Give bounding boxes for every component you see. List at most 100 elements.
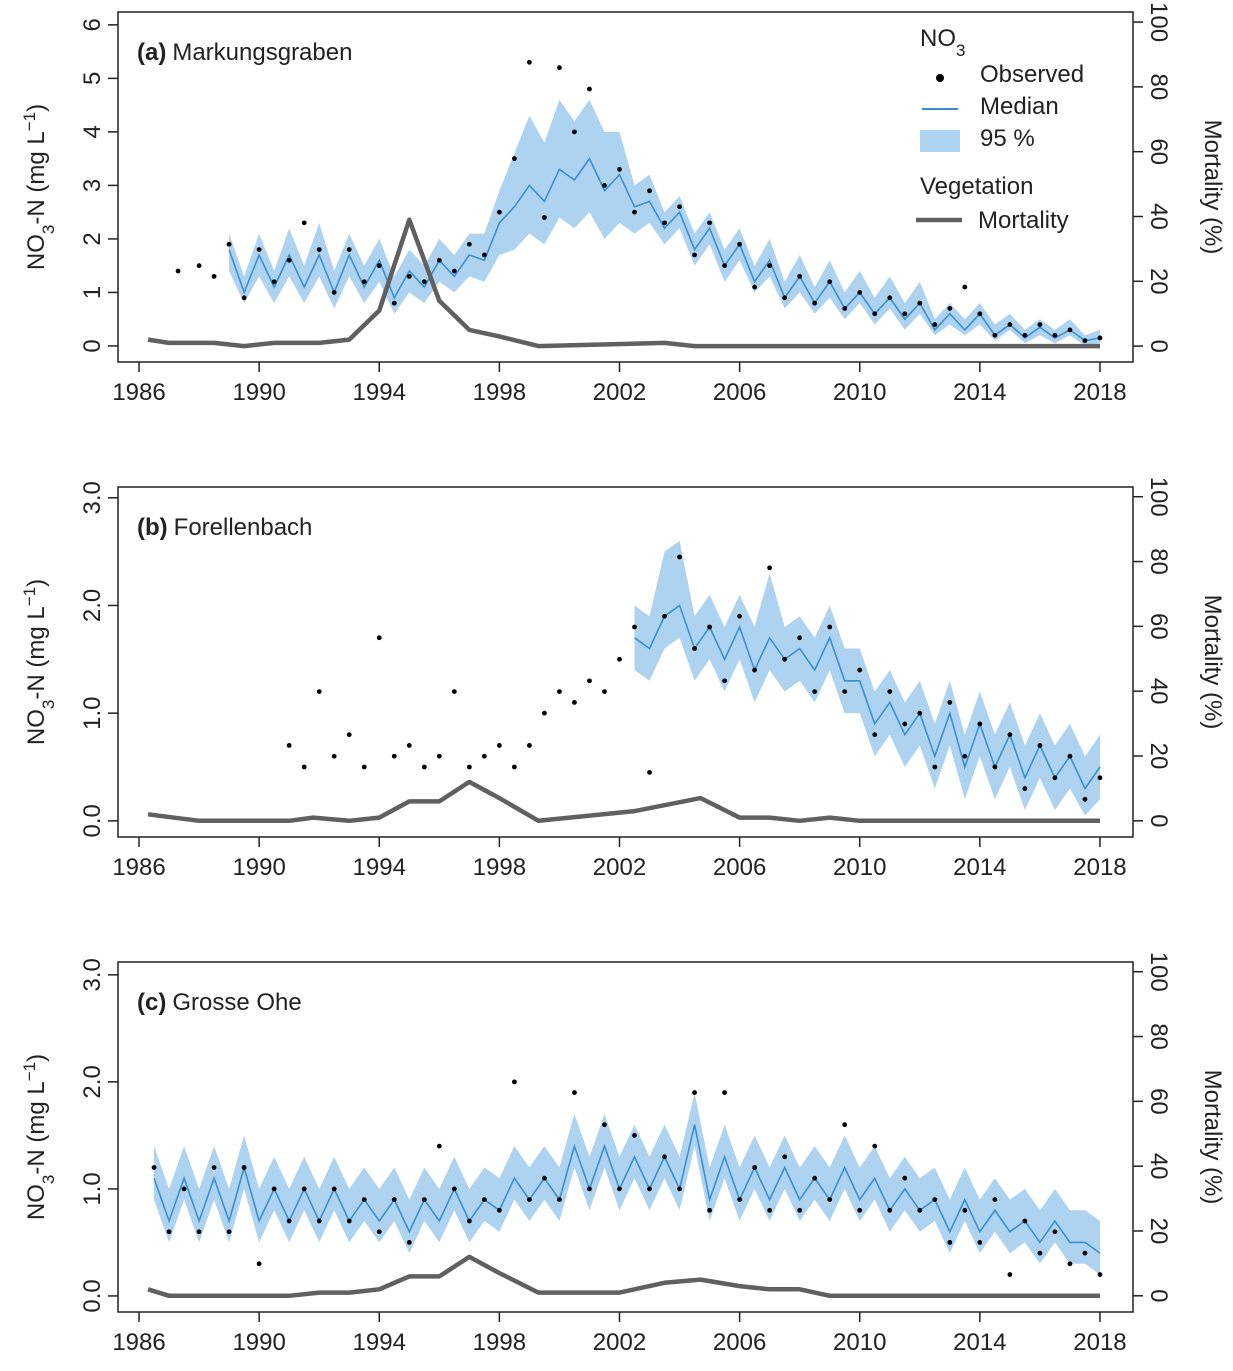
observed-point	[466, 241, 472, 247]
observed-point	[917, 300, 923, 306]
median-line	[634, 604, 1101, 791]
observed-point	[542, 1175, 547, 1181]
observed-point	[887, 1207, 893, 1213]
uncertainty-band	[154, 1092, 1100, 1275]
observed-point	[271, 1186, 277, 1192]
observed-point	[887, 689, 893, 695]
observed-point	[602, 1122, 607, 1128]
x-tick-label: 1990	[232, 379, 285, 406]
legend-observed-swatch	[936, 74, 944, 82]
x-tick-label: 2014	[953, 1329, 1006, 1356]
observed-point	[992, 764, 998, 770]
y2-tick-label: 40	[1145, 1153, 1172, 1180]
observed-point	[391, 753, 397, 759]
observed-point	[602, 182, 607, 188]
x-tick-label: 2018	[1073, 854, 1126, 881]
observed-point	[707, 624, 712, 630]
label-part: 3	[39, 1175, 58, 1184]
observed-point	[1007, 322, 1013, 327]
observed-point	[511, 764, 517, 770]
observed-point	[752, 1165, 758, 1170]
x-tick-label: 1998	[473, 379, 526, 406]
observed-point	[316, 1218, 322, 1224]
observed-point	[707, 220, 712, 226]
legend-title: NO3	[920, 25, 965, 60]
legend-band-swatch	[920, 130, 960, 152]
x-tick-label: 1998	[473, 854, 526, 881]
x-tick-label: 1994	[353, 1329, 406, 1356]
observed-point	[346, 1218, 352, 1224]
observed-point	[662, 220, 667, 226]
y-tick-label: 2	[79, 232, 106, 245]
observed-point	[662, 613, 667, 619]
observed-point	[421, 1197, 427, 1203]
observed-point	[211, 273, 217, 279]
x-tick-label: 2002	[593, 1329, 646, 1356]
observed-point	[572, 699, 577, 705]
observed-point	[481, 753, 487, 759]
y2-tick-label: 60	[1145, 1088, 1172, 1115]
observed-point	[797, 273, 803, 279]
observed-point	[361, 764, 367, 770]
x-tick-label: 2010	[833, 854, 886, 881]
observed-point	[1052, 775, 1058, 781]
y2-tick-label: 80	[1145, 1023, 1172, 1050]
y2-tick-label: 20	[1145, 1218, 1172, 1245]
y2-tick-label: 80	[1145, 74, 1172, 101]
observed-point	[737, 613, 743, 619]
panel-tag: (a)	[137, 39, 166, 66]
observed-point	[902, 311, 908, 317]
observed-point	[316, 689, 322, 695]
y2-tick-label: 20	[1145, 268, 1172, 295]
y2-tick-label: 40	[1145, 678, 1172, 705]
observed-point	[226, 241, 232, 247]
observed-point	[782, 295, 788, 301]
panel-name: Grosse Ohe	[172, 989, 301, 1016]
observed-point	[391, 300, 397, 306]
observed-point	[962, 284, 968, 290]
y2-tick-label: 100	[1145, 952, 1172, 992]
x-tick-label: 2014	[953, 379, 1006, 406]
y2-tick-label: 60	[1145, 613, 1172, 640]
observed-point	[1022, 786, 1028, 791]
y-axis-label: NO3-N (mg L−1)	[20, 1054, 58, 1220]
observed-point	[827, 624, 833, 630]
observed-point	[481, 1197, 487, 1203]
label-part: −1	[20, 112, 39, 131]
panel-name: Forellenbach	[174, 514, 313, 541]
observed-point	[632, 1132, 637, 1138]
observed-point	[962, 753, 968, 759]
observed-point	[346, 732, 352, 738]
y-tick-label: 0.0	[79, 804, 106, 837]
observed-point	[767, 263, 773, 269]
observed-point	[301, 1186, 307, 1192]
observed-point	[917, 1207, 923, 1213]
y2-axis-label: Mortality (%)	[1199, 595, 1226, 730]
observed-point	[872, 311, 878, 317]
observed-point	[932, 322, 938, 327]
y2-tick-label: 40	[1145, 203, 1172, 230]
observed-point	[992, 1197, 998, 1203]
observed-point	[391, 1197, 397, 1203]
panel-name: Markungsgraben	[172, 39, 352, 66]
y-axis-label: NO3-N (mg L−1)	[20, 104, 58, 270]
observed-point	[496, 743, 502, 748]
observed-point	[662, 1154, 667, 1160]
observed-point	[436, 257, 442, 263]
observed-point	[737, 241, 743, 247]
observed-point	[256, 1261, 262, 1267]
observed-point	[241, 295, 247, 301]
observed-point	[647, 188, 652, 194]
y2-tick-label: 0	[1145, 814, 1172, 827]
observed-point	[782, 656, 788, 662]
observed-point	[286, 743, 292, 748]
observed-point	[692, 646, 697, 651]
y2-tick-label: 20	[1145, 743, 1172, 770]
observed-point	[812, 1175, 818, 1181]
observed-point	[647, 1186, 652, 1192]
observed-point	[632, 624, 637, 630]
y-tick-label: 4	[79, 125, 106, 138]
observed-point	[1097, 335, 1103, 341]
observed-point	[932, 764, 938, 770]
label-part: )	[23, 579, 50, 587]
